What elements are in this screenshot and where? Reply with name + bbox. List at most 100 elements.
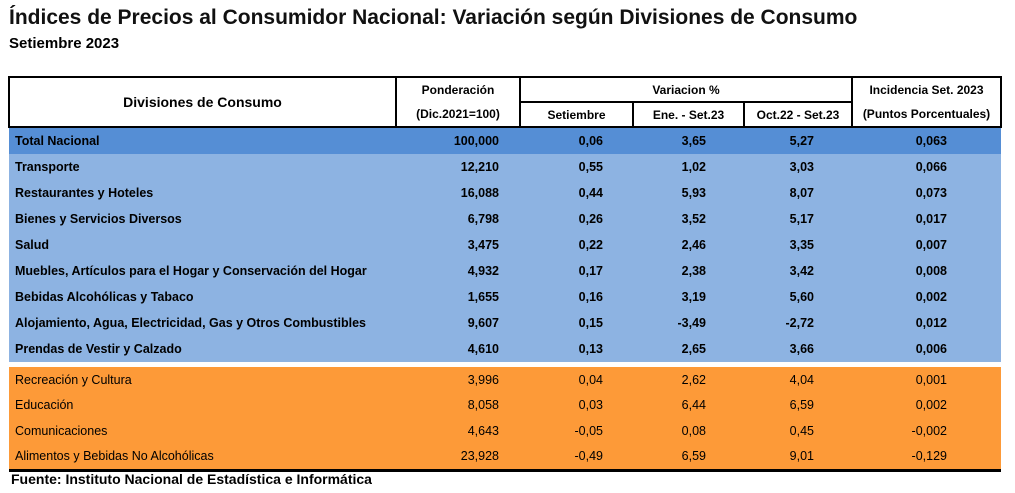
cell-ene: -3,49: [633, 310, 744, 336]
cell-pond: 4,643: [396, 418, 520, 444]
header-division: Divisiones de Consumo: [8, 76, 397, 128]
cell-pond: 16,088: [396, 180, 520, 206]
cell-set: 0,03: [520, 392, 633, 418]
header-incidencia: Incidencia Set. 2023: [851, 76, 1002, 102]
gap-cell: [9, 362, 1001, 367]
division-name: Alojamiento, Agua, Electricidad, Gas y O…: [9, 310, 396, 336]
table-row: Restaurantes y Hoteles 16,088 0,44 5,93 8,07…: [9, 180, 1001, 206]
cell-set: 0,17: [520, 258, 633, 284]
cell-pond: 23,928: [396, 443, 520, 472]
table-row: Recreación y Cultura 3,996 0,04 2,62 4,04 0,0…: [9, 367, 1001, 393]
page-title: Índices de Precios al Consumidor Naciona…: [9, 6, 858, 29]
cell-pond: 8,058: [396, 392, 520, 418]
cell-oct: 5,60: [744, 284, 852, 310]
cell-inc: 0,012: [852, 310, 1001, 336]
cell-pond: 6,798: [396, 206, 520, 232]
cell-set: -0,05: [520, 418, 633, 444]
table-row: Educación 8,058 0,03 6,44 6,59 0,002: [9, 392, 1001, 418]
cell-pond: 4,610: [396, 336, 520, 362]
division-name: Educación: [9, 392, 396, 418]
cell-oct: 4,04: [744, 367, 852, 393]
cell-inc: -0,129: [852, 443, 1001, 472]
header-oct-set: Oct.22 - Set.23: [743, 101, 853, 128]
cell-ene: 5,93: [633, 180, 744, 206]
cell-ene: 1,02: [633, 154, 744, 180]
cell-ene: 2,46: [633, 232, 744, 258]
cell-set: 0,13: [520, 336, 633, 362]
cpi-table: Divisiones de Consumo Ponderación Variac…: [8, 76, 1002, 472]
table-row: Bienes y Servicios Diversos 6,798 0,26 3,52…: [9, 206, 1001, 232]
table-row: Prendas de Vestir y Calzado 4,610 0,13 2,65…: [9, 336, 1001, 362]
division-name: Transporte: [9, 154, 396, 180]
cell-oct: 3,35: [744, 232, 852, 258]
cell-ene: 2,65: [633, 336, 744, 362]
cell-pond: 100,000: [396, 127, 520, 154]
header-setiembre: Setiembre: [519, 101, 634, 128]
header-ponderacion-sub: (Dic.2021=100): [395, 102, 521, 128]
division-name: Muebles, Artículos para el Hogar y Conse…: [9, 258, 396, 284]
table-row: Alimentos y Bebidas No Alcohólicas 23,928…: [9, 443, 1001, 472]
cell-set: 0,44: [520, 180, 633, 206]
cell-ene: 0,08: [633, 418, 744, 444]
cell-ene: 3,52: [633, 206, 744, 232]
cell-pond: 12,210: [396, 154, 520, 180]
cell-pond: 3,996: [396, 367, 520, 393]
header-incidencia-sub: (Puntos Porcentuales): [851, 102, 1002, 128]
cell-oct: 3,66: [744, 336, 852, 362]
cell-set: 0,55: [520, 154, 633, 180]
cell-inc: 0,002: [852, 284, 1001, 310]
cell-inc: 0,001: [852, 367, 1001, 393]
cell-ene: 3,65: [633, 127, 744, 154]
division-name: Bebidas Alcohólicas y Tabaco: [9, 284, 396, 310]
page-subtitle: Setiembre 2023: [9, 35, 120, 52]
cell-pond: 1,655: [396, 284, 520, 310]
cell-ene: 3,19: [633, 284, 744, 310]
source-footer: Fuente: Instituto Nacional de Estadístic…: [11, 471, 372, 487]
cell-ene: 6,59: [633, 443, 744, 472]
cell-inc: 0,002: [852, 392, 1001, 418]
division-name: Total Nacional: [9, 127, 396, 154]
division-name: Prendas de Vestir y Calzado: [9, 336, 396, 362]
division-name: Bienes y Servicios Diversos: [9, 206, 396, 232]
row-gap: [9, 362, 1001, 367]
table-row: Transporte 12,210 0,55 1,02 3,03 0,066: [9, 154, 1001, 180]
cell-set: 0,16: [520, 284, 633, 310]
table-row: Comunicaciones 4,643 -0,05 0,08 0,45 -0,002: [9, 418, 1001, 444]
cell-inc: 0,006: [852, 336, 1001, 362]
cell-inc: 0,066: [852, 154, 1001, 180]
cell-pond: 3,475: [396, 232, 520, 258]
table-row: Total Nacional 100,000 0,06 3,65 5,27 0,063: [9, 127, 1001, 154]
cell-ene: 6,44: [633, 392, 744, 418]
header-variacion: Variacion %: [519, 76, 853, 103]
header-ponderacion: Ponderación: [395, 76, 521, 102]
cell-pond: 9,607: [396, 310, 520, 336]
cell-inc: 0,063: [852, 127, 1001, 154]
cell-oct: 5,17: [744, 206, 852, 232]
cell-set: 0,22: [520, 232, 633, 258]
cell-set: -0,49: [520, 443, 633, 472]
cell-set: 0,04: [520, 367, 633, 393]
header-ene-set: Ene. - Set.23: [632, 101, 745, 128]
table-row: Muebles, Artículos para el Hogar y Conse…: [9, 258, 1001, 284]
cell-pond: 4,932: [396, 258, 520, 284]
cell-oct: 6,59: [744, 392, 852, 418]
table-row: Bebidas Alcohólicas y Tabaco 1,655 0,16 3,1…: [9, 284, 1001, 310]
cell-set: 0,15: [520, 310, 633, 336]
division-name: Recreación y Cultura: [9, 367, 396, 393]
cell-inc: -0,002: [852, 418, 1001, 444]
division-name: Alimentos y Bebidas No Alcohólicas: [9, 443, 396, 472]
cell-inc: 0,007: [852, 232, 1001, 258]
cell-oct: -2,72: [744, 310, 852, 336]
cell-oct: 3,03: [744, 154, 852, 180]
table-row: Salud 3,475 0,22 2,46 3,35 0,007: [9, 232, 1001, 258]
cell-ene: 2,38: [633, 258, 744, 284]
cell-ene: 2,62: [633, 367, 744, 393]
cell-oct: 5,27: [744, 127, 852, 154]
cell-oct: 0,45: [744, 418, 852, 444]
cell-set: 0,06: [520, 127, 633, 154]
cell-inc: 0,073: [852, 180, 1001, 206]
cell-oct: 3,42: [744, 258, 852, 284]
cell-oct: 9,01: [744, 443, 852, 472]
table-row: Alojamiento, Agua, Electricidad, Gas y O…: [9, 310, 1001, 336]
cell-inc: 0,008: [852, 258, 1001, 284]
